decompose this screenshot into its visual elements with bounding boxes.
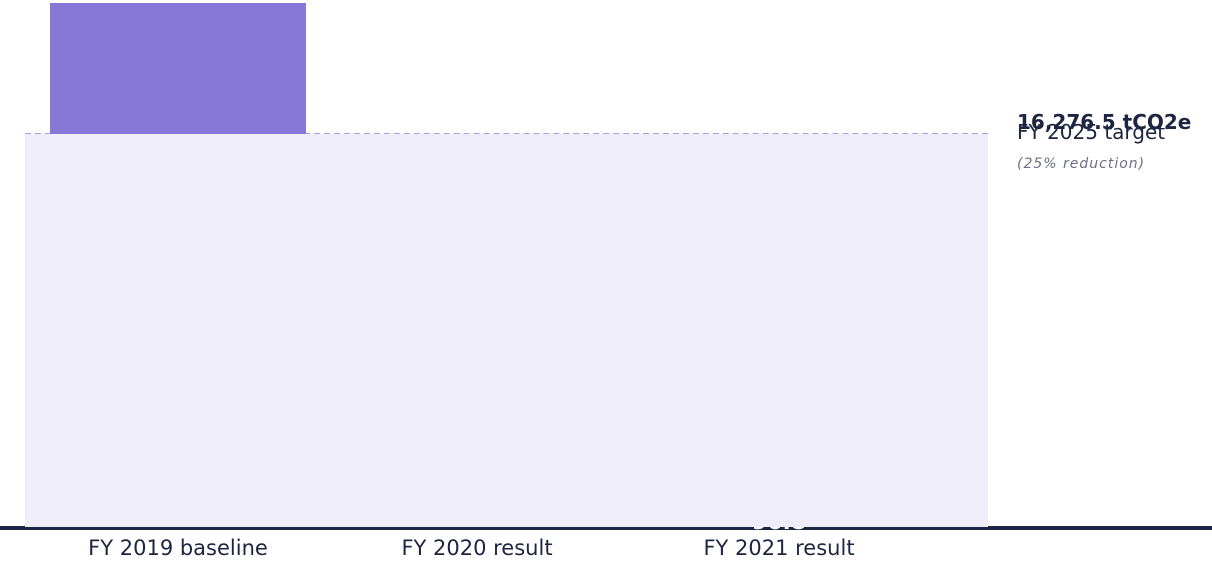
target-zone [25,134,988,527]
baseline [0,526,1212,530]
target-value-label: 16,276.5 tCO2e [1017,110,1192,134]
x-tick-label: FY 2021 result [703,536,855,560]
target-name: FY 2025 target [1017,120,1166,144]
target-note: (25% reduction) [1017,156,1146,172]
x-tick-label: FY 2020 result [401,536,553,560]
x-tick-label: FY 2019 baseline [88,536,268,560]
